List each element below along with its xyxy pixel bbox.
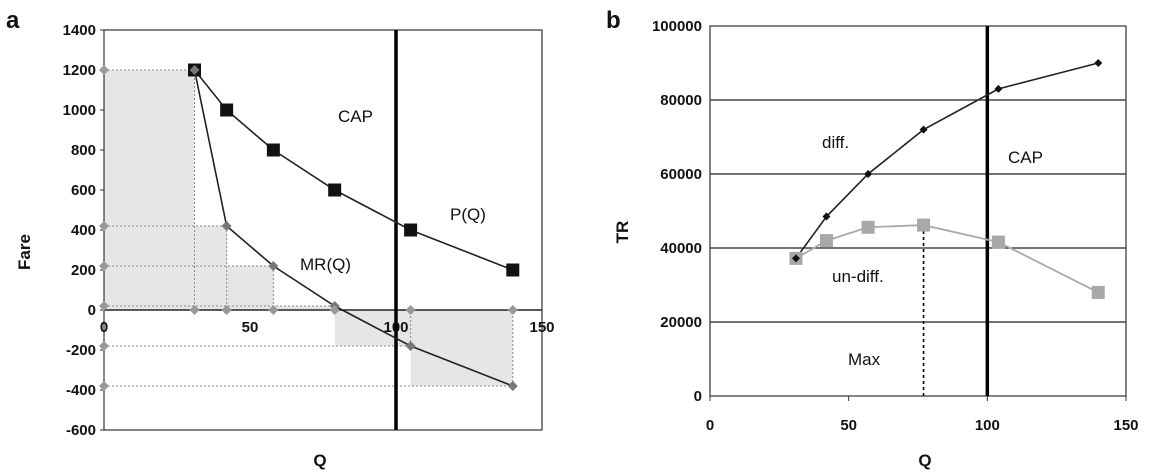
panel-a-y-tick-label: -600 — [66, 422, 96, 439]
panel-b-diff-point — [864, 170, 873, 178]
panel-a-guide-lines — [104, 69, 514, 387]
panel-a-y-axis-marker — [99, 65, 109, 75]
panel-a-axis-markers — [99, 65, 518, 391]
panel-b-y-axis-label: TR — [613, 221, 632, 244]
panel-b-undiff-label: un-diff. — [832, 267, 884, 286]
panel-b-gridlines — [710, 99, 1126, 323]
panel-a-revenue-shading — [104, 70, 513, 386]
panel-a-y-tick-label: 800 — [71, 142, 96, 159]
panel-a-x-tick-label: 100 — [383, 319, 408, 336]
panel-b-y-tick-label: 0 — [694, 388, 702, 405]
panel-a-y-tick-label: 1400 — [63, 22, 96, 39]
panel-a-y-axis-marker — [99, 381, 109, 391]
panel-b-diff-point — [1094, 59, 1103, 67]
panel-a-y-tick-label: 1000 — [63, 102, 96, 119]
panel-a-series — [188, 63, 520, 391]
panel-a-y-axis-marker — [99, 221, 109, 231]
panel-a-x-tick-label: 150 — [529, 319, 554, 336]
panel-a-mr-point — [507, 381, 518, 391]
panel-a-x-tick-label: 0 — [100, 319, 108, 336]
panel-a-x-axis-marker — [329, 305, 340, 315]
panel-a-y-tick-label: 0 — [88, 302, 96, 319]
panel-b-x-axis-label: Q — [918, 451, 931, 470]
panel-a-mr-curve-label: MR(Q) — [300, 255, 351, 274]
panel-b-label: b — [606, 7, 621, 34]
panel-a-x-axis-marker — [405, 305, 416, 315]
panel-a-mr-point — [189, 65, 200, 75]
panel-b-diff-point — [822, 212, 831, 221]
panel-a-p-point — [506, 263, 520, 277]
panel-b-y-tick-label: 60000 — [660, 166, 702, 183]
panel-b-x-tick-label: 0 — [706, 417, 714, 434]
panel-b-y-tick-label: 40000 — [660, 240, 702, 257]
panel-a-y-axis-marker — [99, 301, 109, 311]
panel-a-shade-block — [194, 226, 227, 310]
panel-a-y-axis-marker — [99, 261, 109, 271]
panel-b-undiff-point — [917, 218, 931, 232]
panel-a-p-curve-label: P(Q) — [450, 205, 486, 224]
panel-a-shade-block — [410, 310, 513, 386]
panel-a-x-axis-label: Q — [313, 451, 326, 470]
panel-a-y-tick-label: -200 — [66, 342, 96, 359]
panel-b-diff-label: diff. — [822, 133, 849, 152]
panel-b-cap-label: CAP — [1008, 148, 1043, 167]
panel-b-x-tick-label: 100 — [975, 417, 1000, 434]
panel-a-y-tick-label: 600 — [71, 182, 96, 199]
panel-a-y-tick-label: 1200 — [63, 62, 96, 79]
panel-a-y-axis-marker — [99, 341, 109, 351]
panel-a-y-axis-label: Fare — [15, 234, 34, 270]
panel-a-x-axis-marker — [221, 305, 232, 315]
panel-b-x-ticks: 0 50 100 150 — [706, 396, 1139, 434]
panel-a-y-tick-label: -400 — [66, 382, 96, 399]
panel-a-shade-block — [273, 306, 335, 310]
panel-b-diff-line — [795, 62, 1099, 259]
panel-b-undiff-point — [991, 235, 1005, 249]
panel-a-mr-point — [221, 221, 232, 231]
panel-a-mr-curve-line — [193, 69, 514, 387]
panel-a-x-ticks: 0 50 100 150 — [100, 319, 555, 336]
panel-a-x-axis-marker — [189, 305, 200, 315]
panel-b-x-tick-label: 50 — [840, 417, 857, 434]
panel-b-undiff-point — [861, 220, 875, 234]
panel-b-x-tick-label: 150 — [1113, 417, 1138, 434]
panel-b-diff-point — [919, 125, 928, 134]
panel-a-p-point — [220, 103, 234, 117]
panel-b-diff-point — [791, 254, 800, 263]
panel-a-y-tick-label: 400 — [71, 222, 96, 239]
panel-a: a 1400120010008006004002000-200-400-600 … — [6, 7, 555, 470]
panel-a-mr-point — [405, 341, 416, 351]
panel-a-shade-block — [104, 70, 195, 310]
panel-a-mr-point — [268, 261, 279, 271]
panel-b-y-tick-label: 80000 — [660, 92, 702, 109]
panel-a-p-curve-line — [193, 69, 514, 271]
panel-b-max-label: Max — [848, 350, 881, 369]
panel-a-cap-label: CAP — [338, 107, 373, 126]
panel-a-x-axis-marker — [268, 305, 279, 315]
panel-a-y-ticks: 1400 1200 1000 800 600 400 200 0 -200 -400 -600 — [63, 22, 104, 439]
panel-b-y-tick-label: 100000 — [652, 18, 702, 35]
panel-a-label: a — [6, 7, 20, 34]
panel-a-p-point — [404, 223, 418, 237]
panel-b-series — [789, 59, 1105, 299]
panel-b-y-ticks: 100000 80000 60000 40000 20000 0 — [652, 18, 702, 405]
panel-a-shade-block — [226, 266, 274, 310]
panel-a-y-tick-label: 200 — [71, 262, 96, 279]
panel-a-p-point — [266, 143, 280, 157]
panel-b-undiff-point — [819, 234, 833, 248]
panel-a-x-axis-marker — [507, 305, 518, 315]
panel-b-y-tick-label: 20000 — [660, 314, 702, 331]
panel-a-x-tick-label: 50 — [242, 319, 259, 336]
panel-b-plot-frame — [709, 25, 1127, 397]
panel-b-undiff-point — [1091, 285, 1105, 299]
panel-b-diff-point — [994, 84, 1003, 93]
panel-a-p-point — [328, 183, 342, 197]
